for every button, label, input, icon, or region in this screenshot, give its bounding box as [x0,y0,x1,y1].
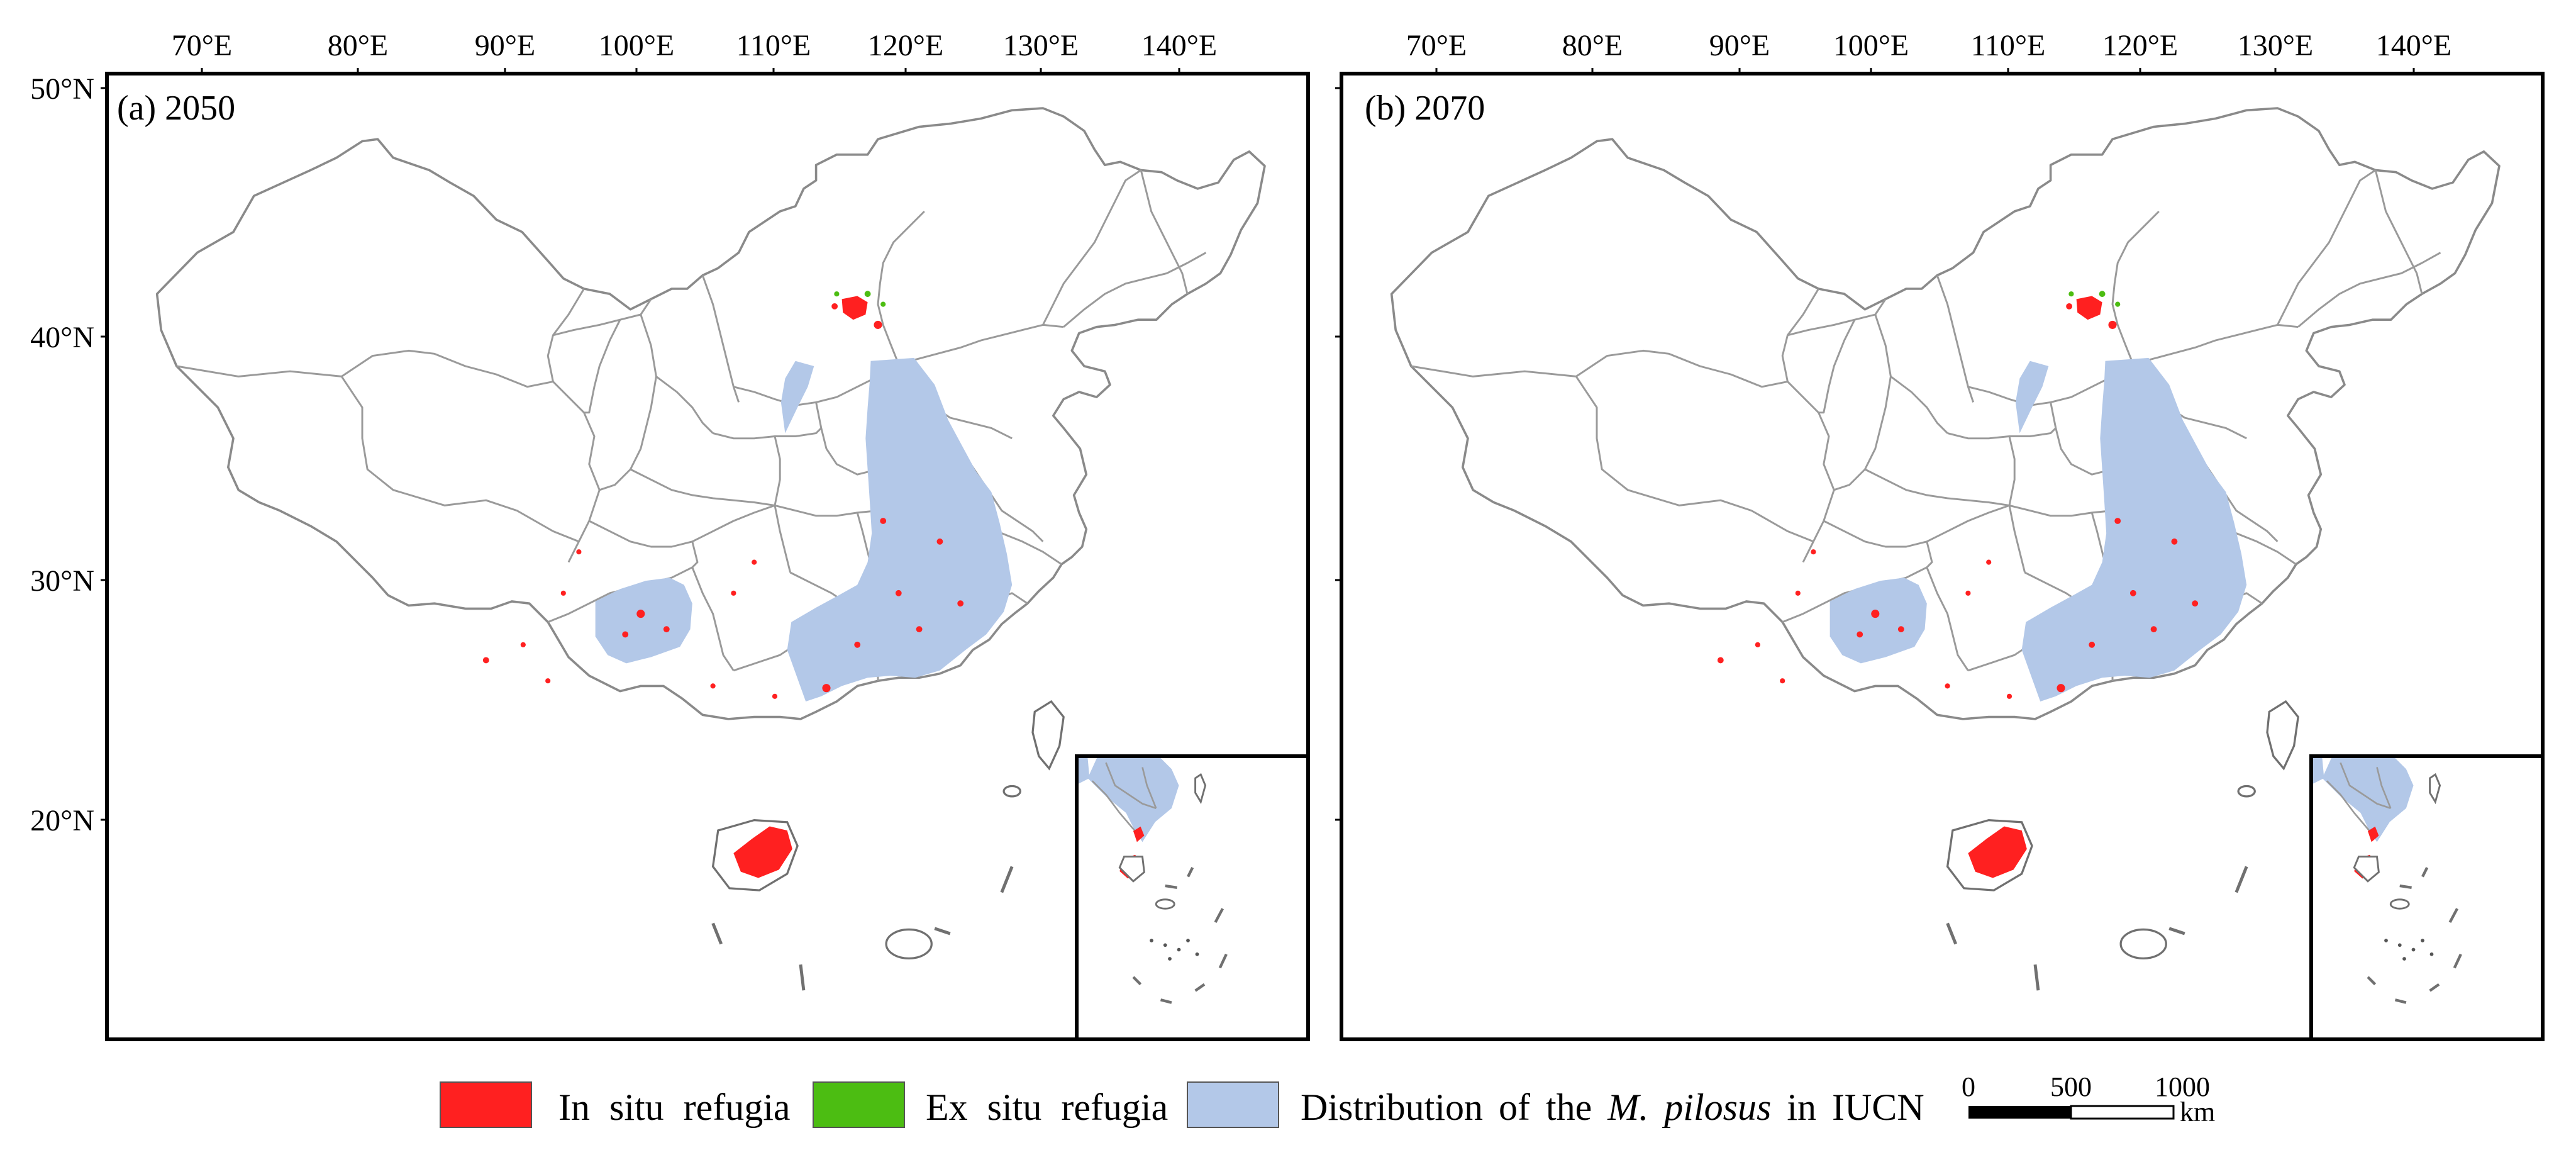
lon-ticks [201,68,1180,74]
panel-title: (b) 2070 [1365,89,1485,128]
lat-tick-label: 20°N [30,804,94,837]
scale-label: 500 [2050,1071,2092,1102]
legend-swatch-in-situ [440,1081,532,1128]
lon-tick-label: 140°E [1141,29,1218,62]
legend-label-prefix: Distribution of the [1301,1087,1607,1128]
lon-tick-label: 130°E [2238,29,2314,62]
legend-label-in-situ: In situ refugia [558,1087,791,1128]
scale-bar-hollow [2070,1105,2175,1120]
lat-ticks [101,87,107,821]
lon-ticks [1435,68,2415,74]
lon-tick-label: 120°E [868,29,944,62]
lat-tick-label: 50°N [30,72,94,106]
lon-tick-label: 130°E [1003,29,1079,62]
scale-unit: km [2180,1097,2215,1127]
scale-label: 1000 [2155,1071,2210,1102]
lon-tick-label: 70°E [172,29,233,62]
scale-bar: 0 500 1000 km [1962,1071,2215,1127]
scale-label: 0 [1962,1071,1975,1102]
lon-tick-label: 110°E [736,29,811,62]
legend-label-suffix: in IUCN [1771,1087,1924,1128]
lon-tick-label: 80°E [1562,29,1623,62]
panel-b: (b) 2070 70°E 80°E 90°E 100°E 110°E 120°… [1335,29,2545,1041]
lon-tick-label: 90°E [475,29,536,62]
lon-tick-label: 70°E [1406,29,1467,62]
legend-label-distribution: Distribution of the M. pilosus in IUCN [1301,1087,1924,1128]
lon-tick-label: 80°E [328,29,389,62]
scale-bar-solid [1968,1106,2071,1119]
panel-title: (a) 2050 [117,89,235,128]
legend-species-name: M. pilosus [1607,1087,1771,1128]
legend-swatch-distribution [1187,1081,1279,1128]
lat-tick-label: 30°N [30,564,94,598]
legend-label-ex-situ: Ex situ refugia [926,1087,1168,1128]
lon-tick-label: 110°E [1971,29,2046,62]
legend: In situ refugia Ex situ refugia Distribu… [440,1081,1924,1128]
lat-tick-label: 40°N [30,321,94,354]
lon-tick-label: 120°E [2102,29,2179,62]
legend-swatch-ex-situ [813,1081,905,1128]
lon-tick-label: 100°E [1833,29,1909,62]
lon-tick-label: 100°E [599,29,675,62]
panel-a: (a) 2050 70°E 80°E 90°E 100°E 110°E 120°… [30,29,1310,1041]
lon-tick-label: 140°E [2376,29,2452,62]
lat-ticks [1335,87,1341,821]
lon-tick-label: 90°E [1709,29,1770,62]
